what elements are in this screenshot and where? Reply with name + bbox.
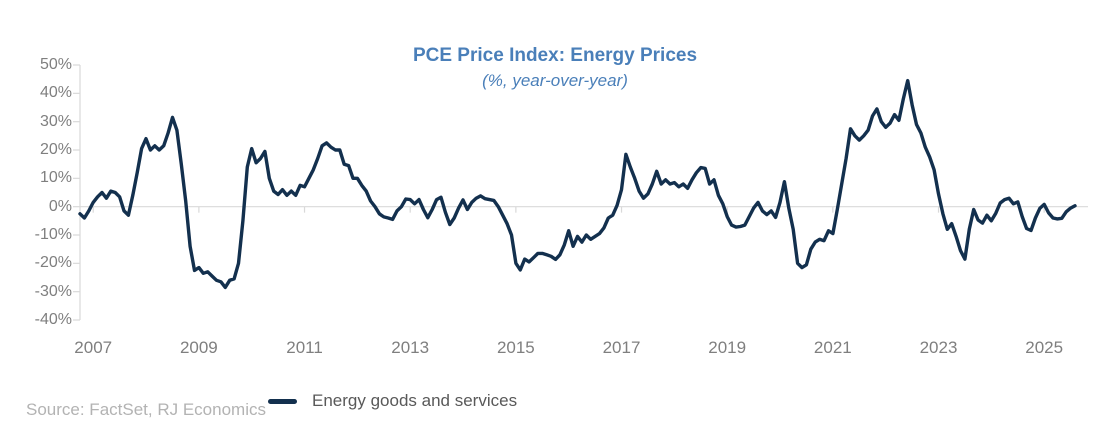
- y-tick-label: 40%: [39, 84, 72, 102]
- legend-label: Energy goods and services: [312, 391, 518, 410]
- source-note: Source: FactSet, RJ Economics: [26, 400, 266, 419]
- x-tick-label: 2007: [74, 338, 113, 357]
- y-tick-label: -30%: [34, 282, 72, 300]
- x-tick-label: 2015: [496, 338, 535, 357]
- legend: Energy goods and services: [268, 391, 517, 411]
- chart-title: PCE Price Index: Energy Prices: [412, 45, 698, 66]
- x-tick-label: 2023: [919, 338, 958, 357]
- energy-series-line: [78, 78, 1077, 290]
- x-tick-label: 2025: [1025, 338, 1064, 357]
- legend-line-swatch: [268, 398, 297, 404]
- chart-subtitle: (%, year-over-year): [482, 71, 628, 90]
- y-tick-label: 20%: [39, 141, 72, 158]
- x-tick-label: 2017: [602, 338, 641, 357]
- y-tick-label: -20%: [34, 254, 72, 272]
- y-tick-label: 10%: [39, 169, 72, 187]
- x-tick-label: 2021: [813, 338, 852, 357]
- y-tick-label: 50%: [39, 56, 72, 73]
- y-tick-label: 0%: [48, 197, 72, 215]
- y-tick-label: -40%: [34, 311, 72, 328]
- x-tick-label: 2013: [391, 338, 430, 357]
- y-tick-label: -10%: [34, 226, 72, 243]
- x-tick-label: 2009: [179, 338, 218, 357]
- y-tick-label: 30%: [39, 112, 72, 130]
- x-tick-label: 2011: [286, 338, 323, 357]
- x-tick-label: 2019: [708, 338, 747, 357]
